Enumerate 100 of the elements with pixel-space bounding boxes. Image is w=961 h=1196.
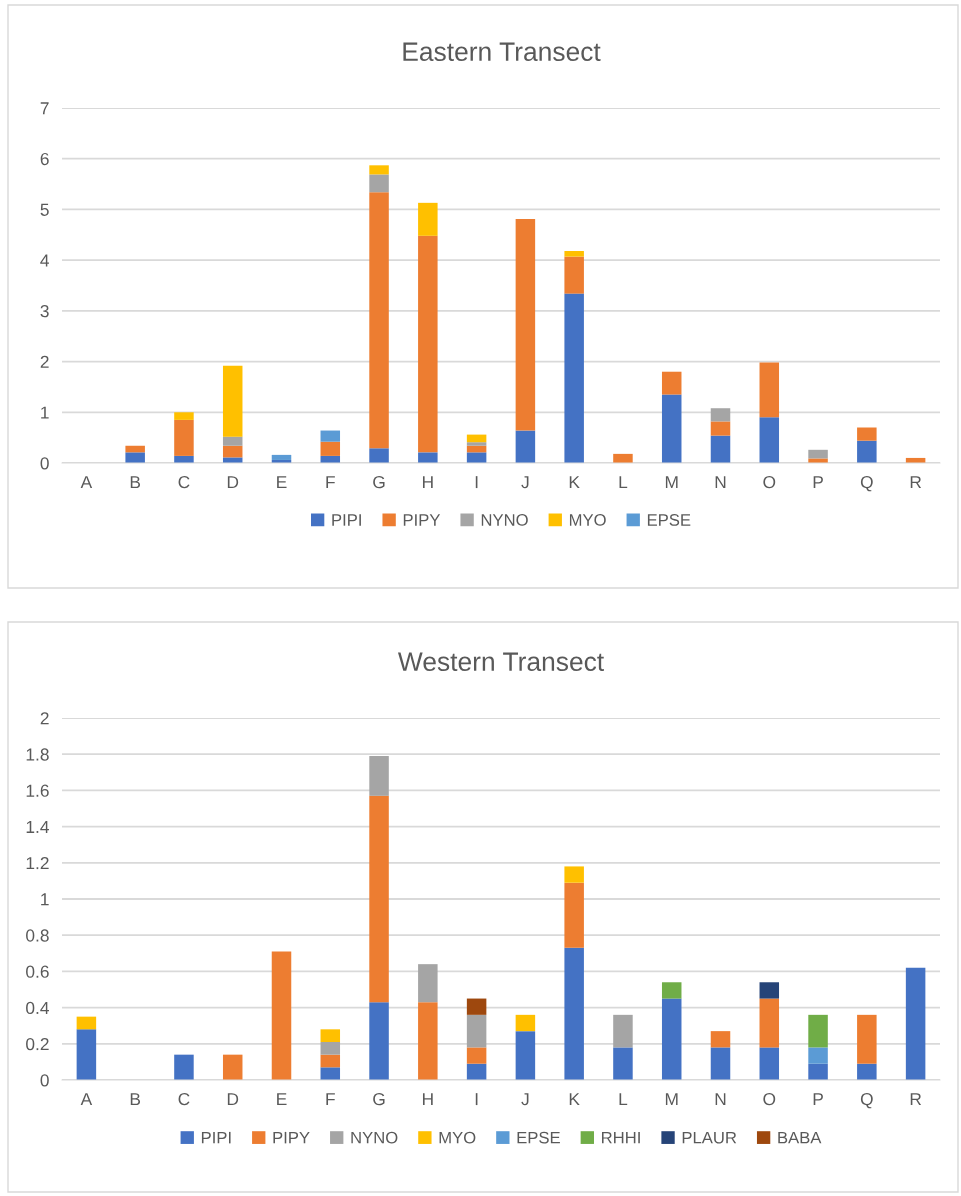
- bar: [320, 430, 341, 442]
- bar: [320, 1029, 341, 1042]
- bar: [369, 1002, 389, 1080]
- bar: [808, 1047, 828, 1064]
- x-tick-label: Q: [860, 475, 873, 492]
- bar: [418, 452, 438, 463]
- y-tick-label: 3: [40, 305, 49, 318]
- bar: [369, 174, 389, 193]
- legend-label: PIPI: [332, 514, 361, 526]
- legend-label: PLAUR: [682, 1131, 737, 1144]
- x-tick-label: B: [130, 1093, 141, 1106]
- legend-label: MYO: [439, 1131, 476, 1144]
- x-tick-label: E: [277, 1093, 287, 1106]
- bar: [466, 1047, 487, 1064]
- legend-label: RHHI: [602, 1131, 640, 1144]
- bar: [418, 964, 438, 1003]
- bar: [320, 1054, 341, 1068]
- bar: [76, 1029, 97, 1080]
- y-tick-label: 2: [40, 355, 49, 368]
- legend-label: PIPY: [403, 514, 441, 526]
- x-tick-label: N: [715, 1093, 726, 1106]
- bar: [271, 454, 292, 460]
- bar: [466, 442, 487, 446]
- x-tick-label: D: [227, 476, 239, 489]
- x-tick-label: D: [227, 1093, 239, 1106]
- bar: [710, 421, 731, 436]
- bar: [125, 445, 145, 453]
- x-tick-label: R: [910, 1093, 922, 1106]
- bar: [759, 417, 780, 463]
- bar: [466, 434, 487, 443]
- bar: [759, 998, 780, 1048]
- y-tick-label: 1.6: [26, 784, 49, 797]
- legend-label: EPSE: [517, 1131, 560, 1144]
- x-tick-label: I: [475, 476, 478, 489]
- x-tick-label: L: [619, 476, 628, 489]
- bar: [320, 441, 341, 456]
- bar: [710, 1047, 731, 1080]
- chart-title: Eastern Transect: [403, 42, 601, 62]
- bar: [271, 951, 292, 1080]
- bar: [564, 293, 584, 463]
- legend-label: PIPY: [273, 1131, 310, 1144]
- y-tick-label: 4: [40, 254, 49, 267]
- x-tick-label: A: [80, 476, 93, 489]
- x-tick-label: G: [373, 475, 385, 489]
- x-tick-label: P: [813, 476, 823, 489]
- y-tick-label: 2: [40, 712, 49, 725]
- bar: [661, 982, 682, 999]
- bar: [515, 430, 536, 463]
- bar: [564, 256, 584, 294]
- bar: [418, 235, 438, 453]
- bar: [174, 412, 194, 420]
- y-tick-label: 1: [41, 406, 49, 419]
- legend-label: EPSE: [647, 514, 691, 526]
- bar: [857, 1063, 877, 1080]
- bar: [857, 440, 877, 463]
- bar: [710, 408, 731, 422]
- bar: [418, 1002, 438, 1080]
- legend-label: NYNO: [481, 514, 528, 526]
- bar: [174, 419, 194, 456]
- bar: [808, 449, 828, 459]
- bar: [369, 165, 389, 175]
- y-tick-label: 1.4: [26, 820, 49, 833]
- bar: [320, 1067, 341, 1080]
- bar: [759, 1047, 780, 1080]
- bar: [564, 947, 584, 1080]
- bar: [515, 219, 536, 431]
- bar: [661, 998, 682, 1080]
- y-tick-label: 1.8: [26, 748, 49, 761]
- x-tick-label: G: [373, 1092, 385, 1106]
- y-tick-label: 0.6: [26, 965, 49, 978]
- bar: [222, 365, 243, 437]
- bar: [710, 1031, 731, 1048]
- y-tick-label: 0.2: [26, 1037, 49, 1051]
- bar: [125, 452, 145, 463]
- bar: [222, 1054, 243, 1080]
- chart-title: Western Transect: [397, 652, 604, 672]
- bar: [613, 453, 633, 463]
- y-tick-label: 0.4: [26, 1001, 49, 1015]
- x-tick-label: M: [665, 1093, 678, 1106]
- x-tick-label: I: [475, 1093, 478, 1106]
- x-tick-label: C: [178, 475, 190, 489]
- bar: [320, 1041, 341, 1055]
- bar: [710, 435, 731, 463]
- bar: [661, 371, 682, 395]
- x-tick-label: F: [326, 1093, 335, 1106]
- bar: [613, 1014, 633, 1048]
- bar: [564, 251, 584, 257]
- x-tick-label: K: [569, 1093, 580, 1106]
- x-tick-label: P: [813, 1093, 823, 1106]
- y-tick-label: 1.2: [26, 856, 49, 870]
- bar: [564, 882, 584, 948]
- x-tick-label: O: [763, 1092, 776, 1106]
- x-tick-label: E: [277, 476, 287, 489]
- legend-label: PIPI: [201, 1131, 231, 1144]
- bar: [661, 394, 682, 463]
- x-tick-label: H: [422, 1093, 433, 1106]
- bar: [808, 458, 828, 463]
- bar: [515, 1031, 536, 1080]
- x-tick-label: L: [619, 1093, 628, 1106]
- x-tick-label: Q: [860, 1092, 873, 1109]
